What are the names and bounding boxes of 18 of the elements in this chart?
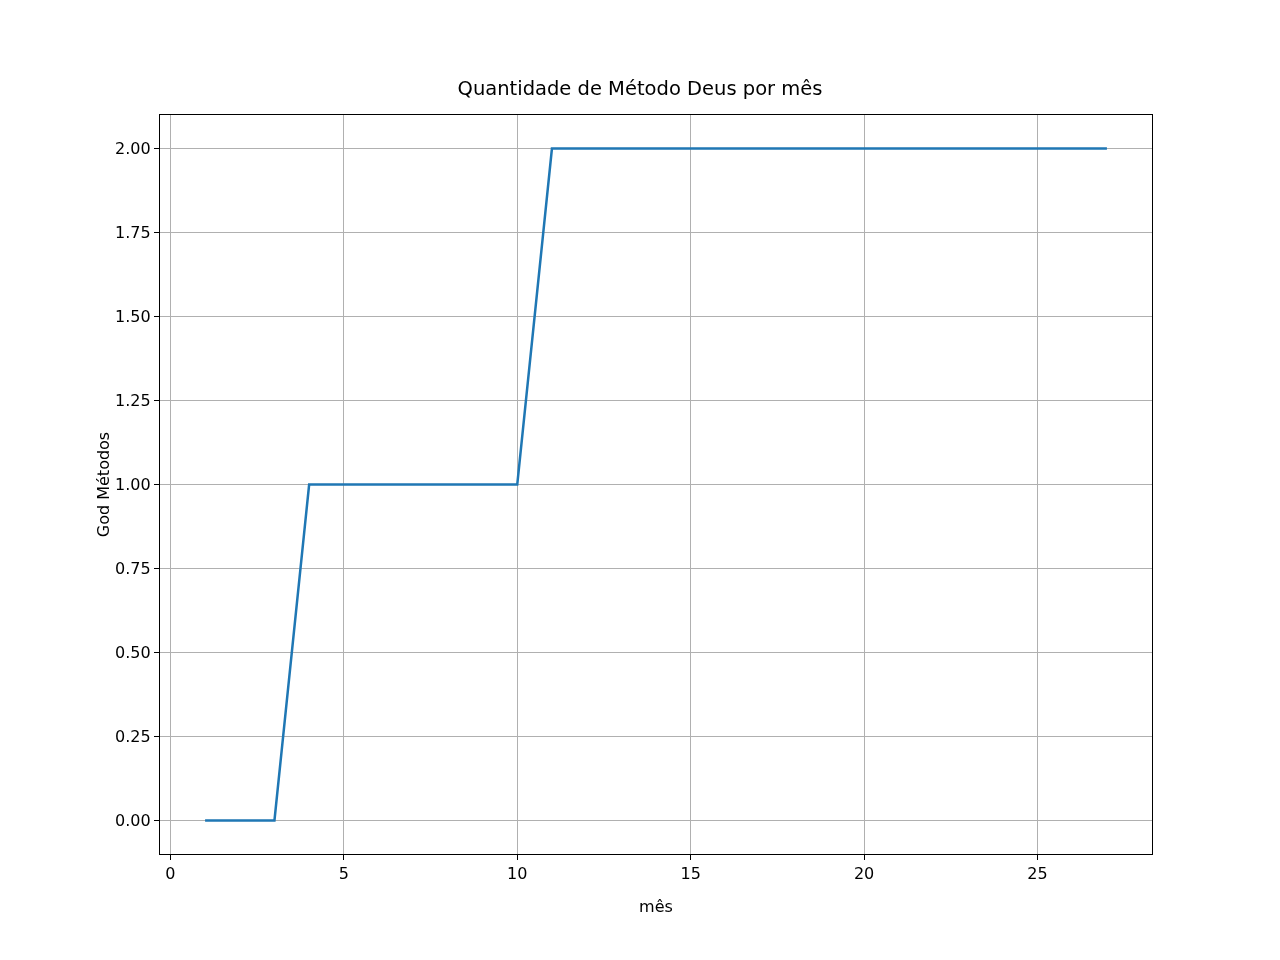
y-tick-label: 0.00 — [115, 811, 151, 831]
y-tick-label: 0.25 — [115, 727, 151, 747]
chart-title: Quantidade de Método Deus por mês — [457, 77, 823, 101]
y-tick-label: 1.00 — [115, 475, 151, 495]
x-tick-label: 15 — [680, 864, 701, 884]
y-tick-label: 2.00 — [115, 139, 151, 159]
y-tick-label: 1.50 — [115, 307, 151, 327]
x-tick-label: 0 — [165, 864, 176, 884]
x-tick-label: 20 — [853, 864, 875, 884]
x-tick-label: 10 — [507, 864, 528, 884]
x-tick-label: 25 — [1027, 864, 1048, 884]
y-axis-title: God Métodos — [94, 431, 114, 538]
x-axis-title: mês — [639, 897, 673, 917]
y-tick-label: 1.75 — [115, 223, 151, 243]
y-tick-label: 0.50 — [115, 643, 151, 663]
x-tick-label: 5 — [338, 864, 349, 884]
y-tick-label: 1.25 — [115, 391, 151, 411]
y-tick-label: 0.75 — [115, 559, 151, 579]
